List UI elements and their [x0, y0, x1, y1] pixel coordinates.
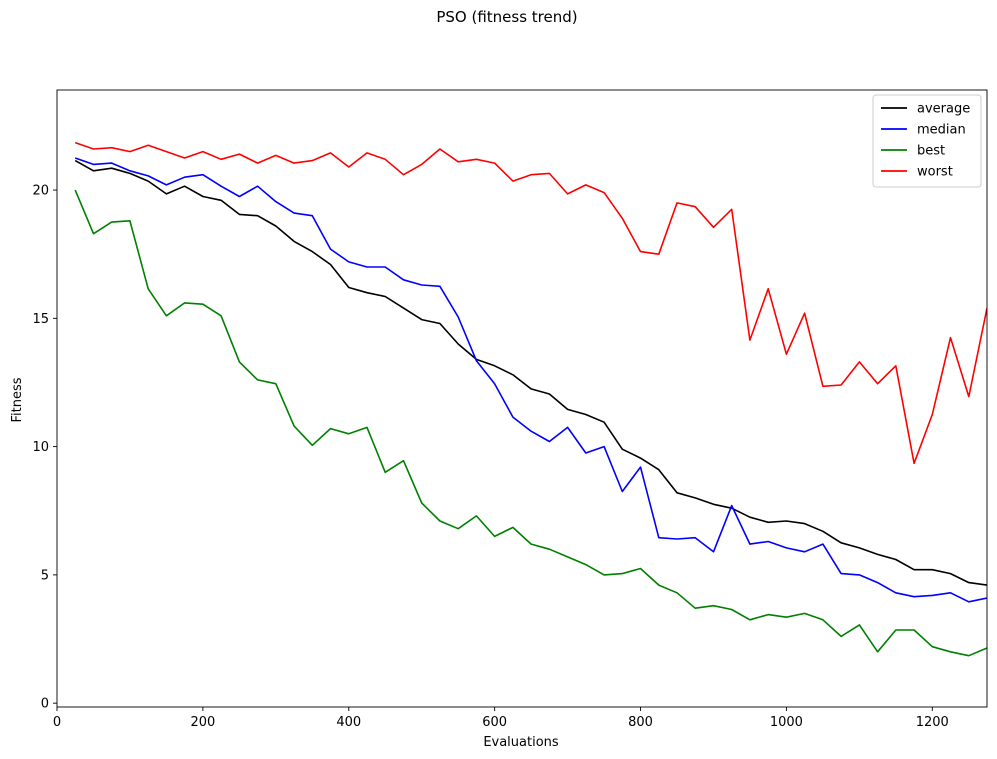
- x-tick-label: 1000: [770, 715, 803, 730]
- x-tick-label: 800: [628, 715, 653, 730]
- legend-label-worst: worst: [917, 165, 953, 180]
- series-line-average: [74, 159, 987, 586]
- x-tick-label: 400: [336, 715, 361, 730]
- series-line-worst: [74, 141, 987, 465]
- plot-frame: [56, 89, 988, 708]
- legend-label-median: median: [917, 123, 966, 138]
- x-tick-label: 600: [482, 715, 507, 730]
- legend-box: [872, 94, 982, 188]
- y-tick-label: 0: [41, 697, 49, 712]
- series-line-median: [74, 157, 987, 603]
- chart-title: PSO (fitness trend): [436, 8, 577, 26]
- y-tick-label: 20: [32, 184, 49, 199]
- x-tick-label: 0: [53, 715, 61, 730]
- y-tick-label: 10: [32, 440, 49, 455]
- legend-label-best: best: [917, 144, 945, 159]
- series-line-best: [74, 189, 987, 657]
- legend: average median best worst: [872, 94, 982, 188]
- x-tick-label: 1200: [916, 715, 949, 730]
- x-axis-label: Evaluations: [483, 735, 559, 750]
- y-tick-label: 5: [41, 568, 49, 583]
- x-tick-label: 200: [190, 715, 215, 730]
- y-tick-label: 15: [32, 312, 49, 327]
- y-axis-label: Fitness: [10, 377, 25, 422]
- legend-label-average: average: [917, 102, 970, 117]
